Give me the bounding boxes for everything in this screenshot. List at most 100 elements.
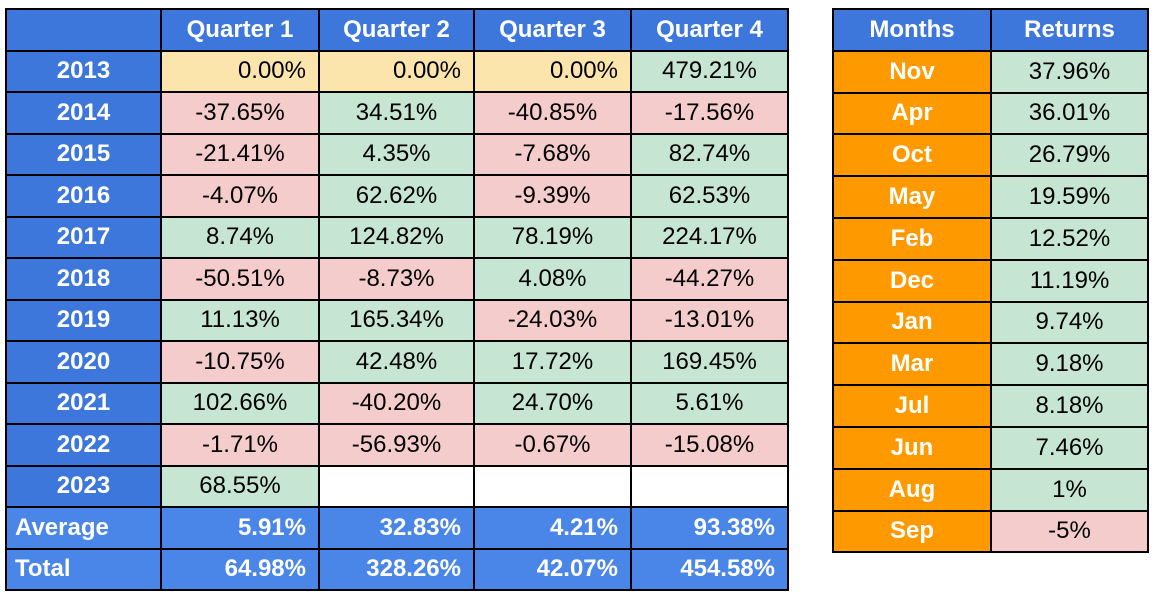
year-row-label: 2023: [5, 464, 162, 508]
quarterly-table-header: Quarter 1 Quarter 2 Quarter 3 Quarter 4: [5, 8, 789, 52]
table-row: 2020 -10.75% 42.48% 17.72% 169.45%: [5, 340, 789, 384]
monthly-return-cell: 36.01%: [990, 91, 1149, 136]
header-row: Months Returns: [832, 8, 1149, 52]
summary-value-cell: 64.98%: [160, 547, 320, 591]
quarterly-return-cell: 0.00%: [160, 49, 320, 93]
table-row: 2019 11.13% 165.34% -24.03% -13.01%: [5, 298, 789, 342]
table-row: Apr 36.01%: [832, 91, 1149, 136]
table-row: Sep -5%: [832, 509, 1149, 554]
quarterly-return-cell: -40.85%: [473, 91, 632, 135]
quarter-column-header: Quarter 2: [318, 8, 475, 52]
table-row: 2018 -50.51% -8.73% 4.08% -44.27%: [5, 257, 789, 301]
monthly-return-cell: 1%: [990, 467, 1149, 512]
quarterly-return-cell: -7.68%: [473, 132, 632, 176]
summary-value-cell: 328.26%: [318, 547, 475, 591]
monthly-returns-table: Months Returns Nov 37.96% Apr 36.01% Oct 26.79…: [832, 8, 1149, 554]
month-row-label: Sep: [832, 509, 992, 554]
year-row-label: 2014: [5, 91, 162, 135]
monthly-return-cell: 9.18%: [990, 342, 1149, 387]
monthly-return-cell: -5%: [990, 509, 1149, 554]
month-row-label: Feb: [832, 216, 992, 261]
monthly-return-cell: 26.79%: [990, 133, 1149, 178]
quarter-column-header: Quarter 4: [630, 8, 789, 52]
month-row-label: Nov: [832, 49, 992, 94]
quarterly-return-cell: -24.03%: [473, 298, 632, 342]
summary-row-label: Total: [5, 547, 162, 591]
quarterly-return-cell: 78.19%: [473, 215, 632, 259]
quarterly-returns-table: Quarter 1 Quarter 2 Quarter 3 Quarter 4 201…: [5, 8, 789, 591]
corner-header-cell: [5, 8, 162, 52]
quarterly-return-cell: 165.34%: [318, 298, 475, 342]
quarterly-return-cell: 24.70%: [473, 381, 632, 425]
table-row: Aug 1%: [832, 467, 1149, 512]
quarterly-return-cell: -56.93%: [318, 423, 475, 467]
summary-value-cell: 42.07%: [473, 547, 632, 591]
table-row: May 19.59%: [832, 175, 1149, 219]
quarterly-return-cell: 42.48%: [318, 340, 475, 384]
table-row: Dec 11.19%: [832, 258, 1149, 303]
quarterly-return-cell: 102.66%: [160, 381, 320, 425]
quarterly-return-cell: 4.08%: [473, 257, 632, 301]
quarterly-return-cell: [318, 464, 475, 508]
month-row-label: Oct: [832, 133, 992, 178]
table-row: 2022 -1.71% -56.93% -0.67% -15.08%: [5, 423, 789, 467]
month-row-label: Aug: [832, 467, 992, 512]
table-row: 2013 0.00% 0.00% 0.00% 479.21%: [5, 49, 789, 93]
quarterly-return-cell: -13.01%: [630, 298, 789, 342]
monthly-table-body: Nov 37.96% Apr 36.01% Oct 26.79% May 19.59% Feb 1…: [832, 49, 1149, 554]
table-row: 2023 68.55%: [5, 464, 789, 508]
quarterly-return-cell: -40.20%: [318, 381, 475, 425]
quarterly-return-cell: 4.35%: [318, 132, 475, 176]
summary-value-cell: 4.21%: [473, 506, 632, 550]
quarterly-return-cell: 68.55%: [160, 464, 320, 508]
month-row-label: Jul: [832, 384, 992, 428]
quarterly-return-cell: -9.39%: [473, 174, 632, 218]
months-column-header: Months: [832, 8, 992, 52]
monthly-return-cell: 9.74%: [990, 300, 1149, 345]
monthly-return-cell: 7.46%: [990, 425, 1149, 470]
month-row-label: Jun: [832, 425, 992, 470]
quarterly-return-cell: -37.65%: [160, 91, 320, 135]
quarter-column-header: Quarter 1: [160, 8, 320, 52]
quarterly-return-cell: 62.62%: [318, 174, 475, 218]
quarterly-return-cell: 82.74%: [630, 132, 789, 176]
year-row-label: 2015: [5, 132, 162, 176]
quarterly-return-cell: -50.51%: [160, 257, 320, 301]
quarterly-return-cell: -0.67%: [473, 423, 632, 467]
quarterly-return-cell: 11.13%: [160, 298, 320, 342]
year-row-label: 2017: [5, 215, 162, 259]
quarterly-table-body: 2013 0.00% 0.00% 0.00% 479.21% 2014 -37.65% 34.…: [5, 49, 789, 508]
summary-value-cell: 454.58%: [630, 547, 789, 591]
year-row-label: 2013: [5, 49, 162, 93]
table-row: 2014 -37.65% 34.51% -40.85% -17.56%: [5, 91, 789, 135]
monthly-return-cell: 8.18%: [990, 384, 1149, 428]
quarterly-return-cell: [473, 464, 632, 508]
header-row: Quarter 1 Quarter 2 Quarter 3 Quarter 4: [5, 8, 789, 52]
quarterly-return-cell: 17.72%: [473, 340, 632, 384]
summary-row: Average 5.91% 32.83% 4.21% 93.38%: [5, 506, 789, 550]
table-row: 2021 102.66% -40.20% 24.70% 5.61%: [5, 381, 789, 425]
monthly-return-cell: 37.96%: [990, 49, 1149, 94]
returns-column-header: Returns: [990, 8, 1149, 52]
month-row-label: Mar: [832, 342, 992, 387]
monthly-return-cell: 19.59%: [990, 175, 1149, 219]
quarterly-return-cell: -10.75%: [160, 340, 320, 384]
quarterly-return-cell: 169.45%: [630, 340, 789, 384]
month-row-label: May: [832, 175, 992, 219]
monthly-return-cell: 11.19%: [990, 258, 1149, 303]
table-row: Jan 9.74%: [832, 300, 1149, 345]
quarterly-return-cell: 62.53%: [630, 174, 789, 218]
quarterly-return-cell: -17.56%: [630, 91, 789, 135]
year-row-label: 2020: [5, 340, 162, 384]
quarterly-return-cell: -15.08%: [630, 423, 789, 467]
table-row: Mar 9.18%: [832, 342, 1149, 387]
quarterly-return-cell: -4.07%: [160, 174, 320, 218]
quarterly-return-cell: -1.71%: [160, 423, 320, 467]
summary-value-cell: 5.91%: [160, 506, 320, 550]
quarterly-return-cell: -8.73%: [318, 257, 475, 301]
year-row-label: 2019: [5, 298, 162, 342]
quarterly-return-cell: 8.74%: [160, 215, 320, 259]
quarterly-return-cell: 0.00%: [318, 49, 475, 93]
month-row-label: Jan: [832, 300, 992, 345]
